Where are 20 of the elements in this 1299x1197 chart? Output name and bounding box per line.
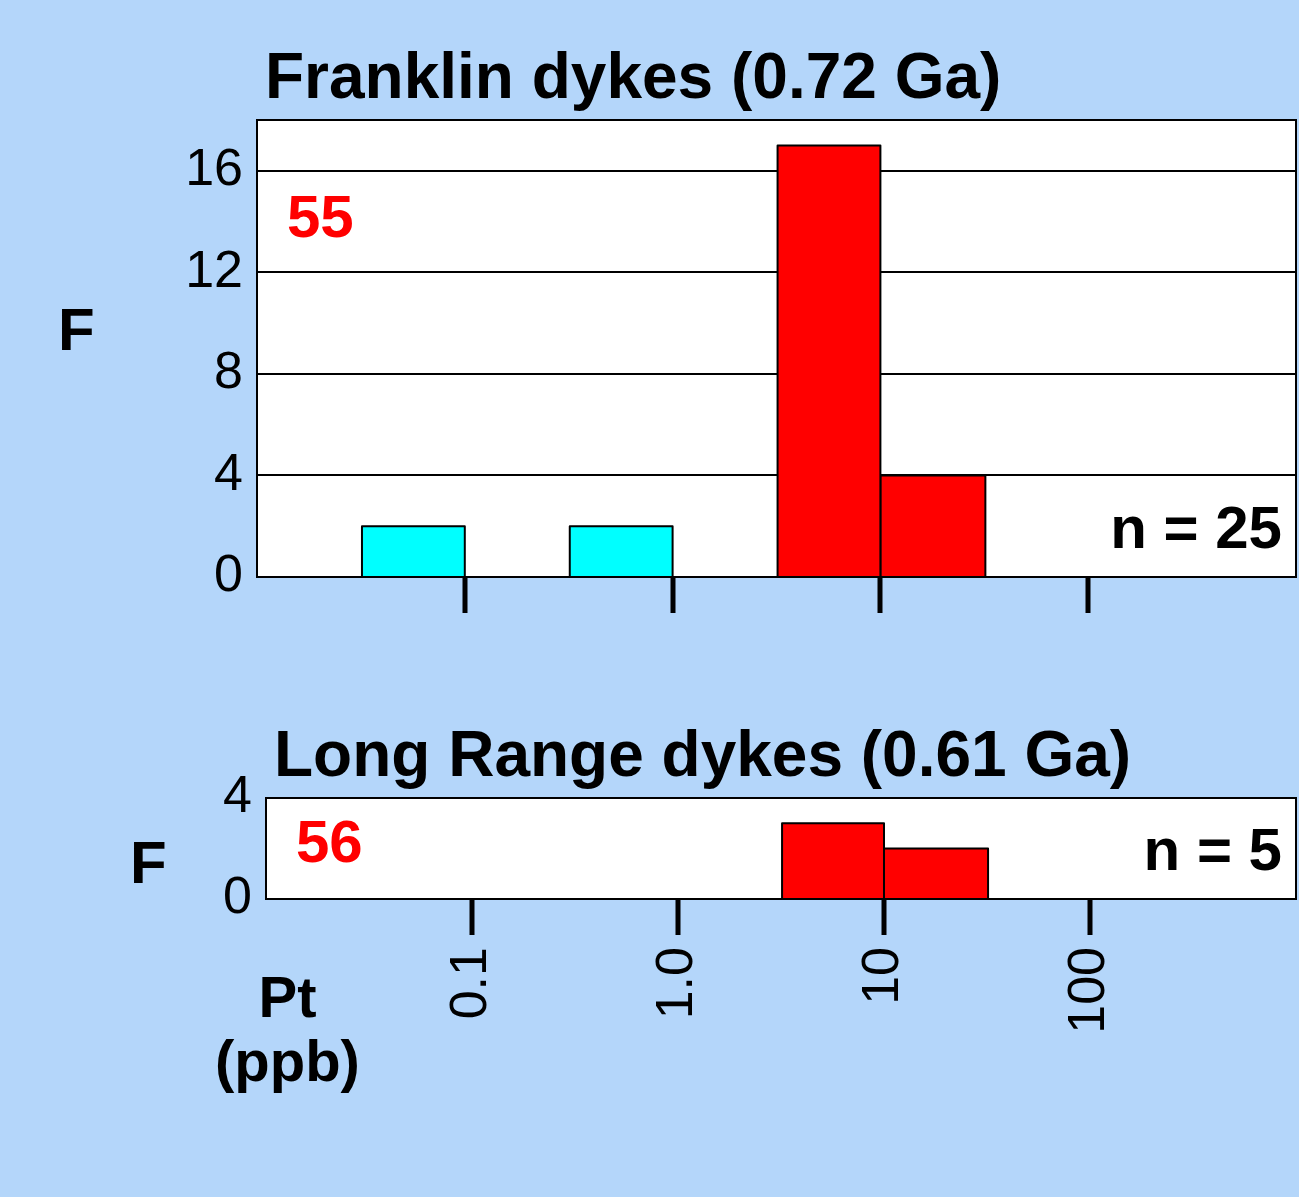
annotation: 56 [296, 808, 363, 876]
chart-title: Long Range dykes (0.61 Ga) [274, 718, 1132, 790]
x-tick-label: 1.0 [645, 947, 704, 1020]
chart-title: Franklin dykes (0.72 Ga) [265, 40, 1002, 112]
annotation: n = 25 [1110, 493, 1282, 561]
x-tick-label: 100 [1057, 947, 1116, 1034]
annotation: 55 [287, 183, 354, 251]
y-tick-label: 8 [214, 341, 243, 400]
y-tick-label: 4 [214, 442, 243, 501]
x-tick-label: 10 [851, 947, 910, 1005]
x-tick-label: 0.1 [439, 947, 498, 1020]
y-tick-label: 12 [185, 239, 243, 298]
x-axis-title: Pt (ppb) [215, 964, 360, 1093]
y-tick-label: 16 [185, 138, 243, 197]
y-tick-label: 0 [223, 866, 252, 925]
y-axis-title: F [130, 829, 167, 896]
y-axis-title: F [58, 296, 95, 363]
y-tick-label: 4 [223, 765, 252, 824]
y-tick-label: 0 [214, 544, 243, 603]
annotation: n = 5 [1143, 816, 1282, 884]
